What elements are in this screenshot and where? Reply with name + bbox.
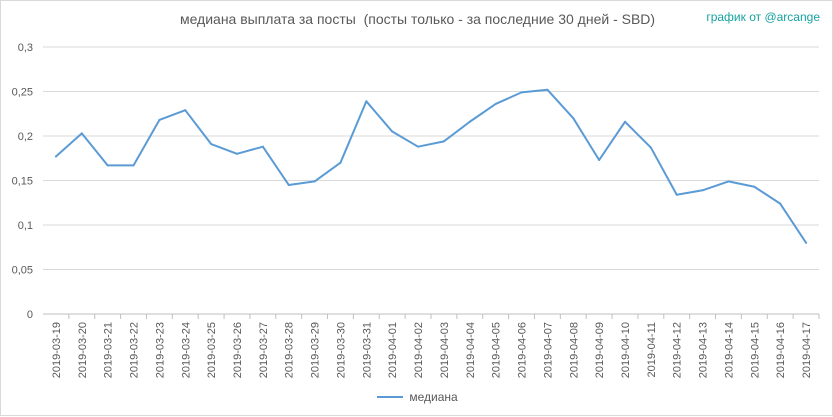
data-point (546, 88, 549, 91)
data-point (442, 140, 445, 143)
x-tick-label: 2019-03-30 (335, 322, 347, 378)
y-tick-label: 0,05 (12, 265, 33, 277)
x-tick-label: 2019-04-10 (620, 322, 632, 378)
x-tick-label: 2019-03-25 (206, 322, 218, 378)
gridlines (43, 46, 819, 315)
x-tick-label: 2019-03-28 (284, 322, 296, 378)
data-point (54, 155, 57, 158)
data-point (106, 164, 109, 167)
y-tick-label: 0,3 (18, 42, 33, 54)
data-point (417, 145, 420, 148)
legend-label: медиана (409, 390, 458, 404)
data-point (624, 120, 626, 123)
legend-swatch (377, 396, 404, 398)
y-tick-label: 0,2 (18, 131, 33, 143)
data-point (158, 118, 161, 121)
data-point (391, 130, 394, 133)
x-tick-label: 2019-04-03 (439, 322, 451, 378)
x-tick-label: 2019-04-07 (542, 322, 554, 378)
data-point (261, 145, 264, 148)
x-tick-label: 2019-03-19 (51, 322, 63, 378)
data-point (753, 185, 756, 188)
x-tick-label: 2019-04-06 (517, 322, 529, 378)
x-tick-label: 2019-04-16 (775, 322, 787, 378)
series-lines (54, 88, 808, 244)
x-tick-label: 2019-04-15 (749, 322, 761, 378)
data-point (520, 91, 523, 94)
x-tick-label: 2019-04-11 (646, 322, 658, 377)
x-tick-label: 2019-03-24 (180, 322, 192, 378)
legend: медиана (1, 390, 833, 404)
data-point (287, 183, 290, 186)
y-tick-label: 0,25 (12, 87, 33, 99)
data-point (779, 202, 782, 205)
x-tick-label: 2019-03-26 (232, 322, 244, 378)
x-axis-ticks: 2019-03-19 2019-03-20 2019-03-21 2019-03-22… (51, 314, 820, 378)
data-point (494, 102, 497, 105)
data-point (132, 164, 135, 167)
y-tick-label: 0,15 (12, 176, 33, 188)
data-point (572, 117, 575, 120)
data-point (727, 180, 730, 183)
x-tick-label: 2019-04-14 (723, 322, 735, 378)
x-tick-label: 2019-04-17 (801, 322, 813, 378)
data-point (184, 109, 187, 112)
x-tick-label: 2019-04-02 (413, 322, 425, 378)
x-tick-label: 2019-04-12 (672, 322, 684, 378)
x-tick-label: 2019-04-13 (698, 322, 710, 378)
data-point (313, 180, 316, 183)
data-point (805, 241, 808, 244)
y-tick-label: 0 (27, 309, 33, 321)
x-tick-label: 2019-03-20 (77, 322, 89, 378)
data-point (339, 161, 342, 164)
chart-credit: график от @arcange (706, 10, 820, 24)
series-line-mediana (54, 88, 808, 244)
data-point (365, 100, 368, 103)
data-point (236, 152, 238, 155)
y-axis-ticks: 0 0,05 0,1 0,15 0,2 0,25 0,3 (12, 42, 33, 321)
data-point (701, 189, 704, 192)
data-point (80, 132, 83, 135)
data-point (675, 193, 678, 196)
data-point (649, 146, 652, 149)
data-point (598, 159, 601, 162)
x-tick-label: 2019-03-27 (258, 322, 270, 378)
x-tick-label: 2019-04-09 (594, 322, 606, 378)
data-point (210, 143, 213, 146)
chart-title: медиана выплата за посты (посты только -… (179, 11, 656, 27)
x-tick-label: 2019-03-22 (129, 322, 141, 378)
x-tick-label: 2019-03-29 (310, 322, 322, 378)
x-tick-label: 2019-03-21 (103, 322, 115, 378)
x-tick-label: 2019-04-05 (491, 322, 503, 378)
x-tick-label: 2019-03-31 (361, 322, 373, 378)
x-tick-label: 2019-04-08 (568, 322, 580, 378)
x-tick-label: 2019-03-23 (154, 322, 166, 378)
data-point (468, 120, 471, 123)
y-tick-label: 0,1 (18, 220, 33, 232)
x-tick-label: 2019-04-01 (387, 322, 399, 378)
x-tick-label: 2019-04-04 (465, 322, 477, 378)
